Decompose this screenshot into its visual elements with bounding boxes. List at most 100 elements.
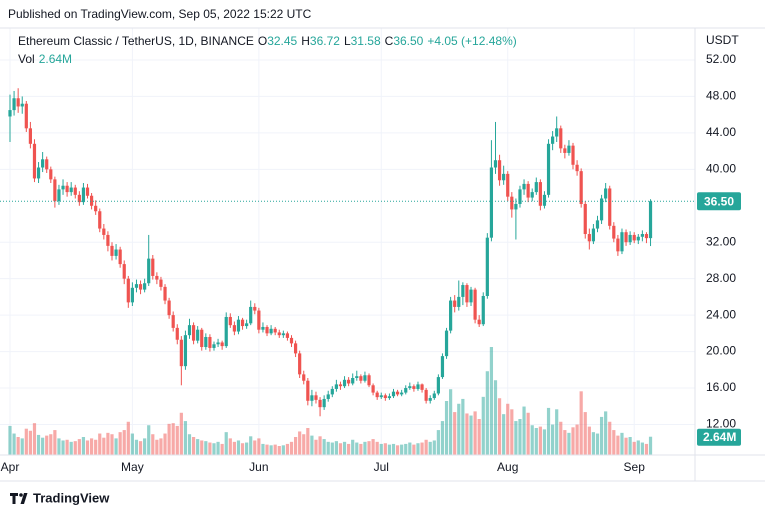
volume-bar: [595, 433, 600, 455]
candle-body: [591, 228, 596, 242]
candle-body: [212, 344, 216, 348]
volume-bar: [102, 437, 106, 455]
volume-bar: [236, 440, 241, 455]
volume-bar: [302, 434, 306, 455]
candle-body: [110, 245, 114, 256]
ohlc-item: H36.72: [301, 34, 340, 48]
candle-body: [420, 384, 424, 390]
candle-body: [648, 201, 653, 239]
volume-bar: [575, 424, 579, 455]
volume-bar: [147, 425, 151, 455]
candle-body: [412, 386, 416, 389]
candle-body: [334, 384, 338, 389]
candle-body: [428, 398, 432, 401]
candle-body: [489, 167, 494, 238]
volume-bar: [485, 371, 489, 455]
candle-body: [632, 234, 636, 241]
candle-body: [497, 160, 502, 181]
volume-bar: [220, 443, 224, 455]
candle-body: [277, 332, 281, 336]
volume-badge: [697, 428, 741, 446]
volume-bar: [114, 438, 118, 455]
ohlc-item: C36.50: [385, 34, 424, 48]
volume-bar: [310, 435, 314, 455]
candle-body: [563, 148, 567, 153]
candle-body: [395, 391, 400, 395]
candle-body: [538, 182, 542, 206]
volume-bar: [379, 443, 383, 455]
volume-bar: [32, 423, 37, 455]
volume-bar: [530, 425, 534, 455]
volume-bar: [41, 437, 45, 455]
volume-bar: [314, 439, 318, 455]
volume-bar: [24, 428, 28, 455]
candle-body: [310, 395, 314, 401]
candle-body: [253, 306, 257, 311]
candle-body: [620, 232, 624, 252]
candle-body: [167, 300, 171, 316]
volume-bar: [493, 380, 498, 455]
candle-body: [163, 286, 167, 301]
candle-body: [375, 392, 379, 398]
volume-bar: [326, 441, 330, 455]
candle-body: [461, 285, 465, 297]
volume-bar: [281, 445, 285, 455]
candle-body: [383, 395, 387, 399]
candle-body: [114, 249, 118, 256]
volume-bar: [522, 406, 526, 455]
volume-bar: [497, 398, 502, 455]
candle-body: [273, 328, 277, 333]
volume-bar: [457, 403, 461, 455]
volume-bar: [277, 446, 281, 455]
volume-bar: [77, 439, 81, 455]
volume-bar: [526, 412, 530, 455]
candle-body: [628, 234, 632, 243]
candle-body: [261, 326, 265, 330]
volume-bar: [298, 431, 302, 455]
candle-body: [583, 203, 587, 235]
volume-bar: [318, 436, 322, 455]
volume-bar: [122, 430, 126, 455]
candle-body: [404, 388, 408, 393]
ohlc-item: L31.58: [344, 34, 381, 48]
volume-bar: [628, 437, 632, 455]
ohlc-value: 31.58: [350, 34, 381, 48]
volume-bar: [387, 444, 392, 455]
volume-bar: [12, 433, 16, 455]
volume-bar: [424, 439, 428, 455]
candle-body: [347, 379, 351, 384]
volume-bar: [355, 442, 359, 455]
volume-bar: [126, 421, 130, 455]
candle-body: [208, 336, 212, 348]
volume-bar: [559, 421, 563, 455]
volume-bar: [632, 441, 636, 455]
volume-bar: [228, 438, 232, 455]
candle-body: [20, 103, 24, 107]
volume-bar: [342, 441, 347, 455]
volume-bar: [212, 443, 216, 455]
volume-bar: [16, 437, 20, 455]
volume-value: 2.64M: [38, 52, 73, 66]
volume-bar: [36, 434, 41, 455]
candle-body: [155, 275, 159, 280]
volume-bar: [591, 432, 596, 455]
volume-bar: [179, 412, 183, 455]
candle-body: [200, 329, 204, 348]
candle-body: [318, 399, 322, 408]
volume-bar: [440, 421, 445, 455]
volume-bar: [269, 445, 273, 455]
candle-body: [298, 353, 302, 375]
candle-body: [220, 342, 224, 347]
candle-body: [36, 167, 41, 179]
y-tick-label: 16.00: [706, 380, 736, 394]
volume-bar: [351, 439, 355, 455]
volume-bar: [273, 444, 277, 455]
volume-bar: [155, 439, 159, 455]
x-tick-label: Sep: [624, 460, 646, 474]
candle-body: [49, 169, 53, 180]
volume-bar: [453, 412, 457, 455]
volume-pane: [8, 347, 653, 455]
candle-body: [171, 315, 175, 328]
candle-body: [546, 143, 551, 195]
